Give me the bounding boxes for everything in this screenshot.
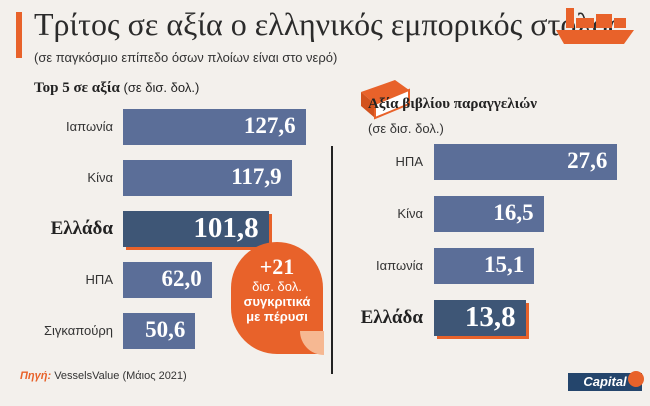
category-label: Κίνα [397,206,423,221]
bar: 13,8 [434,300,526,336]
right-unit: (σε δισ. δολ.) [368,121,444,136]
brand-logo-mark [628,371,644,387]
data-label: 117,9 [231,164,282,189]
category-label: Ελλάδα [50,218,113,239]
category-label: Ιαπωνία [66,119,113,134]
callout-value: +21 [259,254,295,279]
chart-subtitle: (σε παγκόσμιο επίπεδο όσων πλοίων είναι … [34,50,338,65]
bar: 16,5 [434,196,544,232]
category-label: Σιγκαπούρη [43,323,113,338]
bar: 50,6 [123,313,196,349]
book-icon [361,80,410,120]
brand-logo: Capital [568,373,642,391]
callout-unit: δισ. δολ. [252,279,302,294]
category-label: Ιαπωνία [376,258,423,273]
data-label: 50,6 [145,317,186,342]
right-heading-text: Αξία βιβλίου παραγγελιών [368,96,537,112]
section-divider [331,146,333,374]
source-note: Πηγή: VesselsValue (Μάιος 2021) [20,370,187,382]
bar: 15,1 [434,248,535,284]
category-label: Ελλάδα [360,307,423,328]
source-text: VesselsValue (Μάιος 2021) [54,370,187,382]
left-heading-text: Top 5 σε αξία [34,80,120,96]
right-section-heading: Αξία βιβλίου παραγγελιών [368,96,537,113]
left-unit: (σε δισ. δολ.) [123,80,200,95]
callout-text-1: συγκριτικά [243,294,311,309]
bar: 27,6 [434,144,618,180]
data-label: 16,5 [493,200,534,225]
data-label: 15,1 [484,252,525,277]
category-label: Κίνα [87,170,113,185]
bar: 127,6 [123,109,306,145]
data-label: 101,8 [193,212,259,244]
bar: 62,0 [123,262,212,298]
bar: 101,8 [123,211,269,247]
category-label: ΗΠΑ [85,272,113,287]
data-label: 127,6 [243,113,296,138]
data-label: 13,8 [464,301,516,333]
category-label: ΗΠΑ [395,154,423,169]
ship-icon [556,8,634,44]
bar: 117,9 [123,160,292,196]
data-label: 62,0 [161,266,202,291]
callout-text-2: με πέρυσι [246,309,308,324]
title-accent-bar [16,12,22,58]
source-label: Πηγή: [20,370,52,382]
data-label: 27,6 [567,148,608,173]
left-section-heading: Top 5 σε αξία (σε δισ. δολ.) [34,80,199,97]
chart-title: Τρίτος σε αξία ο ελληνικός εμπορικός στό… [34,6,621,42]
